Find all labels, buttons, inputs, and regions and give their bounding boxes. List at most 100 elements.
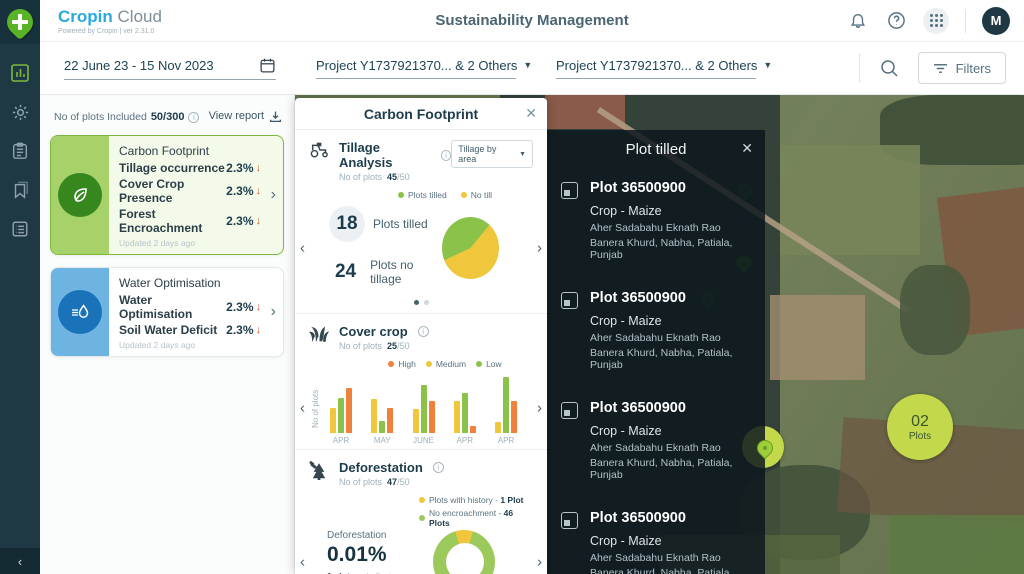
carousel-dot[interactable] <box>413 300 419 305</box>
deforestation-caption: Deforestation <box>327 530 387 542</box>
plot-icon <box>561 292 578 309</box>
trend-down-icon: ↓ <box>255 162 262 174</box>
bar-category-label: JUNE <box>413 436 434 445</box>
plot-id: Plot 36500900 <box>590 510 686 526</box>
close-icon[interactable]: ✕ <box>525 105 537 121</box>
note-text: are indicates encroachment history <box>327 571 408 574</box>
plots-no-tillage-label: Plots no tillage <box>370 258 414 286</box>
plot-icon <box>561 402 578 419</box>
card-updated: Updated 2 days ago <box>119 340 196 350</box>
plot-list-item[interactable]: Plot 36500900 Crop - Maize Aher Sadabahu… <box>547 388 765 498</box>
help-button[interactable] <box>885 10 907 32</box>
deforestation-donut-chart[interactable] <box>433 530 495 574</box>
plot-crop: Crop - Maize <box>590 204 662 218</box>
close-icon[interactable]: ✕ <box>741 140 753 156</box>
project-filter-2[interactable]: Project Y1737921370... & 2 Others ▼ <box>556 58 772 79</box>
tillage-view-select[interactable]: Tillage by area ▼ <box>451 140 533 168</box>
sidebar-item-settings[interactable] <box>9 101 31 123</box>
plot-id: Plot 36500900 <box>590 180 686 196</box>
filters-button[interactable]: Filters <box>917 52 1006 84</box>
carousel-dot[interactable] <box>423 300 429 305</box>
carousel-next-button[interactable]: › <box>537 553 542 571</box>
plot-list-item[interactable]: Plot 36500900 Crop - Maize Aher Sadabahu… <box>547 278 765 388</box>
question-icon <box>887 12 905 29</box>
notifications-button[interactable] <box>847 10 869 32</box>
plot-icon <box>561 512 578 529</box>
deforestation-legend: Plots with history - 1 Plot No encroachm… <box>419 495 533 528</box>
tillage-pie-chart[interactable] <box>441 217 499 279</box>
plots-tilled-count: 18 <box>329 206 365 242</box>
chevron-right-icon[interactable]: › <box>270 186 276 203</box>
plots-count: 47 <box>387 477 398 487</box>
legend-dot <box>476 361 483 367</box>
carousel-next-button[interactable]: › <box>537 399 542 417</box>
metric-label: Soil Water Deficit <box>119 323 218 337</box>
plot-owner: Aher Sadabahu Eknath Rao <box>590 222 721 234</box>
plots-total: /50 <box>397 172 410 182</box>
plot-cluster-marker[interactable]: 02 Plots <box>887 394 953 460</box>
sidebar-item-plans[interactable] <box>9 140 31 162</box>
sidebar-item-analytics[interactable] <box>9 62 31 84</box>
divider <box>858 53 860 83</box>
info-icon[interactable]: i <box>432 462 444 473</box>
sidebar-collapse-button[interactable]: ‹ <box>0 548 40 574</box>
info-icon[interactable]: i <box>440 149 452 161</box>
app-logo[interactable] <box>0 0 40 44</box>
page-title: Sustainability Management <box>435 12 629 29</box>
card-carbon-footprint[interactable]: Carbon Footprint Tillage occurrence 2.3% ↓… <box>50 135 284 255</box>
project-filter-1[interactable]: Project Y1737921370... & 2 Others ▼ <box>316 58 532 79</box>
info-icon[interactable]: i <box>188 112 200 123</box>
carousel-prev-button[interactable]: ‹ <box>300 399 305 417</box>
bar-low <box>338 398 344 433</box>
plots-count: 25 <box>387 341 398 351</box>
card-icon-block <box>51 268 109 356</box>
carousel-prev-button[interactable]: ‹ <box>300 239 305 257</box>
brand-name-primary: Cropin <box>58 6 113 26</box>
chevron-down-icon: ▼ <box>763 60 773 70</box>
plots-tilled-label: Plots tilled <box>373 217 428 231</box>
legend-label: No encroachment - <box>429 508 504 518</box>
plot-owner: Aher Sadabahu Eknath Rao <box>590 332 721 344</box>
bar-group: JUNE <box>412 375 435 445</box>
legend-dot <box>397 192 404 198</box>
metric-value: 2.3% <box>226 161 254 175</box>
bar-medium <box>495 422 501 433</box>
pin-plus-icon <box>1 3 39 41</box>
view-report-button[interactable]: View report <box>209 110 282 123</box>
kpi-panel: No of plots Included 50/300 i View report … <box>40 95 295 574</box>
card-title: Water Optimisation <box>119 276 221 290</box>
cluster-count: 02 <box>911 412 929 430</box>
chevron-right-icon[interactable]: › <box>270 303 276 320</box>
plot-owner: Aher Sadabahu Eknath Rao <box>590 442 721 454</box>
legend-label: No till <box>470 190 492 200</box>
legend-strong: 46 Plots <box>429 508 514 528</box>
carousel-next-button[interactable]: › <box>537 239 542 257</box>
plot-list-item[interactable]: Plot 36500900 Crop - Maize Aher Sadabahu… <box>547 498 765 574</box>
section-title: Tillage Analysis <box>339 140 393 170</box>
plot-list-item[interactable]: Plot 36500900 Crop - Maize Aher Sadabahu… <box>547 168 765 278</box>
deforestation-section: Deforestation i No of plots 47/50 Plots w… <box>295 450 547 574</box>
cover-legend: High Medium Low <box>357 359 533 369</box>
carbon-footprint-panel: Carbon Footprint ✕ Tillage Analysis i No … <box>295 98 547 574</box>
section-title: Deforestation <box>339 460 423 475</box>
search-button[interactable] <box>878 57 900 79</box>
sidebar-item-bookmarks[interactable] <box>9 179 31 201</box>
divider <box>965 8 966 33</box>
info-icon[interactable]: i <box>417 326 429 337</box>
avatar[interactable]: M <box>982 6 1010 35</box>
legend-dot <box>419 515 425 521</box>
plot-location: Banera Khurd, Nabha, Patiala, Punjab <box>590 347 733 371</box>
water-icon <box>72 304 89 318</box>
carousel-prev-button[interactable]: ‹ <box>300 553 305 571</box>
card-updated: Updated 2 days ago <box>119 238 196 248</box>
bar-group: MAY <box>371 375 394 445</box>
bar-low <box>420 385 427 433</box>
sidebar-item-records[interactable] <box>9 218 31 240</box>
cover-crop-bar-chart[interactable]: APR MAY JUNE APR APR <box>320 373 527 445</box>
date-range-picker[interactable]: 22 June 23 - 15 Nov 2023 <box>64 57 276 80</box>
plots-included-label: No of plots Included <box>54 111 147 123</box>
card-water-optimisation[interactable]: Water Optimisation Water Optimisation 2.3… <box>50 267 284 357</box>
apps-menu-button[interactable] <box>923 7 949 34</box>
metric-value: 2.3% <box>226 214 254 228</box>
bar-category-label: APR <box>456 436 473 445</box>
